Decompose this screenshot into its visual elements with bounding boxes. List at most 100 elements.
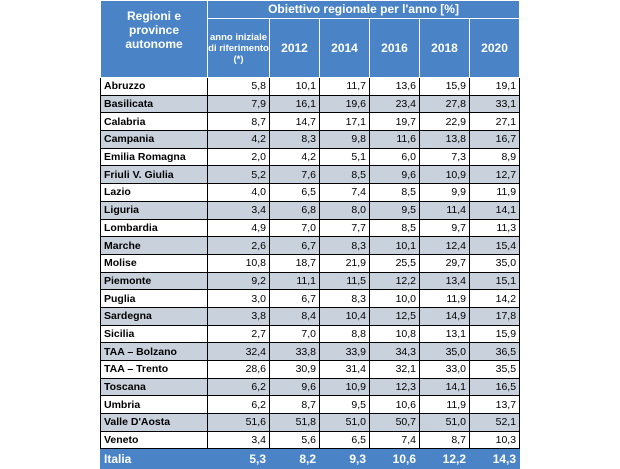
- base-year-value-cell: 9,2: [207, 271, 270, 291]
- target-value-cell: 50,7: [369, 413, 420, 432]
- target-value-cell: 7,0: [269, 324, 320, 344]
- target-value-cell: 6,8: [269, 200, 320, 220]
- table-row: Umbria 6,2 8,7 9,5 10,6 11,9 13,7: [100, 395, 521, 415]
- target-value-cell: 7,4: [319, 183, 370, 202]
- target-value-cell: 7,6: [269, 165, 320, 185]
- target-value-cell: 8,2: [269, 448, 320, 469]
- target-value-cell: 15,4: [468, 236, 521, 255]
- target-value-cell: 8,8: [319, 324, 370, 344]
- base-year-value-cell: 5,2: [207, 165, 270, 185]
- target-value-cell: 11,9: [419, 395, 470, 415]
- target-value-cell: 11,9: [468, 183, 521, 202]
- table-body: Abruzzo 5,8 10,1 11,7 13,6 15,9 19,1 Basilicata…: [100, 77, 521, 469]
- target-value-cell: 14,3: [468, 448, 521, 469]
- target-value-cell: 10,1: [269, 77, 320, 96]
- target-value-cell: 33,9: [319, 342, 370, 361]
- target-value-cell: 8,3: [319, 236, 370, 255]
- target-value-cell: 9,7: [419, 218, 470, 238]
- target-value-cell: 8,0: [319, 200, 370, 220]
- target-value-cell: 14,1: [419, 377, 470, 397]
- target-value-cell: 4,2: [269, 147, 320, 167]
- objective-header: Obiettivo regionale per l'anno [%]: [206, 0, 521, 19]
- target-value-cell: 12,3: [369, 377, 420, 397]
- target-value-cell: 36,5: [468, 342, 521, 361]
- base-year-value-cell: 5,8: [207, 77, 270, 96]
- target-value-cell: 10,6: [369, 395, 420, 415]
- region-name-cell: Liguria: [100, 200, 208, 220]
- target-value-cell: 9,5: [369, 200, 420, 220]
- table-row: Lombardia 4,9 7,0 7,7 8,5 9,7 11,3: [100, 218, 521, 238]
- region-name-cell: Campania: [100, 130, 208, 149]
- target-value-cell: 10,9: [319, 377, 370, 397]
- region-name-cell: TAA – Trento: [100, 360, 208, 379]
- target-value-cell: 51,0: [319, 413, 370, 432]
- target-value-cell: 23,4: [369, 94, 420, 114]
- regional-targets-table: Regioni e province autonome Obiettivo re…: [100, 0, 521, 469]
- target-value-cell: 25,5: [369, 253, 420, 273]
- target-value-cell: 10,9: [419, 165, 470, 185]
- base-year-column-header: anno iniziale di riferimento (*): [207, 18, 270, 78]
- base-year-value-cell: 3,8: [207, 306, 270, 326]
- target-value-cell: 6,7: [269, 289, 320, 308]
- table-row: Toscana 6,2 9,6 10,9 12,3 14,1 16,5: [100, 377, 521, 397]
- region-name-cell: Piemonte: [100, 271, 208, 291]
- region-name-cell: Abruzzo: [100, 77, 208, 96]
- target-value-cell: 29,7: [419, 253, 470, 273]
- target-value-cell: 16,1: [269, 94, 320, 114]
- target-value-cell: 15,1: [468, 271, 521, 291]
- target-value-cell: 18,7: [269, 253, 320, 273]
- target-value-cell: 9,8: [319, 130, 370, 149]
- table-row: Puglia 3,0 6,7 8,3 10,0 11,9 14,2: [100, 289, 521, 308]
- target-value-cell: 11,5: [319, 271, 370, 291]
- year-column-header: 2012: [269, 18, 320, 78]
- region-name-cell: Marche: [100, 236, 208, 255]
- table-row: Sardegna 3,8 8,4 10,4 12,5 14,9 17,8: [100, 306, 521, 326]
- target-value-cell: 22,9: [419, 112, 470, 132]
- target-value-cell: 6,5: [269, 183, 320, 202]
- base-year-value-cell: 6,2: [207, 377, 270, 397]
- target-value-cell: 13,1: [419, 324, 470, 344]
- table-row: Liguria 3,4 6,8 8,0 9,5 11,4 14,1: [100, 200, 521, 220]
- base-year-value-cell: 5,3: [207, 448, 270, 469]
- target-value-cell: 51,0: [419, 413, 470, 432]
- table-row: Sicilia 2,7 7,0 8,8 10,8 13,1 15,9: [100, 324, 521, 344]
- target-value-cell: 19,6: [319, 94, 370, 114]
- region-name-cell: Emilia Romagna: [100, 147, 208, 167]
- target-value-cell: 27,1: [468, 112, 521, 132]
- year-column-header: 2014: [319, 18, 370, 78]
- target-value-cell: 12,2: [419, 448, 470, 469]
- table-row: Lazio 4,0 6,5 7,4 8,5 9,9 11,9: [100, 183, 521, 202]
- target-value-cell: 9,9: [419, 183, 470, 202]
- base-year-value-cell: 3,4: [207, 200, 270, 220]
- target-value-cell: 14,9: [419, 306, 470, 326]
- target-value-cell: 35,0: [468, 253, 521, 273]
- target-value-cell: 7,0: [269, 218, 320, 238]
- table-row: Basilicata 7,9 16,1 19,6 23,4 27,8 33,1: [100, 94, 521, 114]
- target-value-cell: 34,3: [369, 342, 420, 361]
- target-value-cell: 7,4: [369, 430, 420, 450]
- target-value-cell: 16,5: [468, 377, 521, 397]
- target-value-cell: 33,0: [419, 360, 470, 379]
- region-name-cell: Lombardia: [100, 218, 208, 238]
- region-name-cell: Calabria: [100, 112, 208, 132]
- target-value-cell: 10,0: [369, 289, 420, 308]
- target-value-cell: 33,1: [468, 94, 521, 114]
- region-name-cell: Molise: [100, 253, 208, 273]
- target-value-cell: 10,3: [468, 430, 521, 450]
- region-name-cell: Toscana: [100, 377, 208, 397]
- table-row: TAA – Bolzano 32,4 33,8 33,9 34,3 35,0 36,5: [100, 342, 521, 361]
- region-name-cell: Friuli V. Giulia: [100, 165, 208, 185]
- target-value-cell: 15,9: [468, 324, 521, 344]
- region-name-cell: Valle D'Aosta: [100, 413, 208, 432]
- target-value-cell: 15,9: [419, 77, 470, 96]
- target-value-cell: 8,7: [419, 430, 470, 450]
- target-value-cell: 8,5: [369, 183, 420, 202]
- target-value-cell: 17,8: [468, 306, 521, 326]
- target-value-cell: 13,6: [369, 77, 420, 96]
- region-name-cell: Basilicata: [100, 94, 208, 114]
- table-row: Campania 4,2 8,3 9,8 11,6 13,8 16,7: [100, 130, 521, 149]
- target-value-cell: 30,9: [269, 360, 320, 379]
- target-value-cell: 31,4: [319, 360, 370, 379]
- region-name-cell: Sicilia: [100, 324, 208, 344]
- target-value-cell: 6,0: [369, 147, 420, 167]
